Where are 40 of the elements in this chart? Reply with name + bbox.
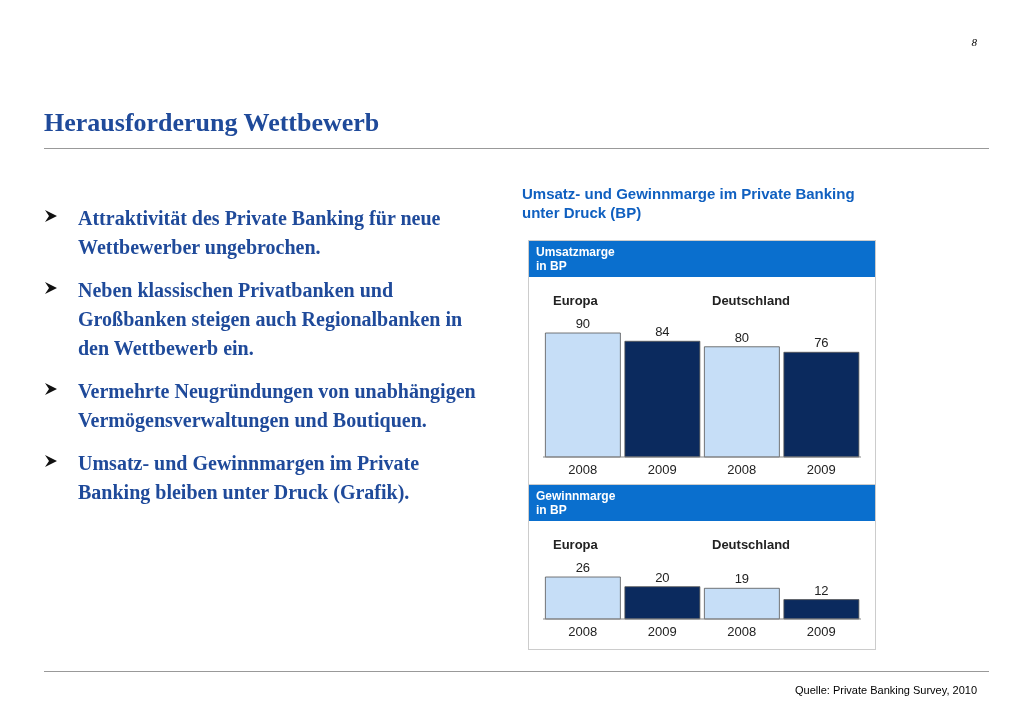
- bar: [624, 340, 701, 458]
- bar: [624, 586, 701, 620]
- bar: [703, 346, 780, 458]
- data-label: 80: [734, 329, 750, 345]
- text: Umsatz- und Gewinnmarge im Private Banking unter Druck (BP): [522, 184, 856, 222]
- x-tick-label: 2009: [806, 462, 836, 478]
- data-label: 84: [655, 324, 670, 340]
- x-tick-label: 2008: [727, 462, 757, 478]
- text: Attraktivität des Private Banking für neue Wettbewerber ungebrochen.: [77, 206, 442, 261]
- data-label: 12: [814, 582, 829, 598]
- bar: [783, 351, 860, 458]
- chart-subtitle: in BP: [536, 503, 568, 517]
- chart-title: Gewinnmarge: [536, 489, 617, 503]
- data-label: 76: [814, 335, 829, 351]
- text: Deutschland: [712, 293, 791, 308]
- text: Umsatz- und Gewinnmargen im Private Banking bleiben unter Druck (Grafik).: [77, 451, 421, 506]
- bar: [544, 576, 621, 620]
- text: Neben klassischen Privatbanken und Großbanken steigen auch Regionalbanken in den Wettbewerb ein.: [77, 278, 464, 361]
- x-tick-label: 2009: [806, 624, 836, 640]
- bar: [703, 587, 780, 620]
- data-label: 19: [734, 571, 750, 587]
- text: 8: [971, 36, 977, 48]
- x-tick-label: 2008: [568, 624, 598, 640]
- x-tick-label: 2008: [727, 624, 757, 640]
- text: Europa: [553, 293, 598, 308]
- x-tick-label: 2009: [647, 462, 677, 478]
- text: Deutschland: [712, 537, 791, 552]
- text: Vermehrte Neugründungen von unabhängigen Vermögensverwaltungen und Boutiquen.: [77, 379, 477, 434]
- source-note: Quelle: Private Banking Survey, 2010: [794, 684, 977, 696]
- data-label: 20: [655, 569, 670, 585]
- chart-subtitle: in BP: [536, 259, 568, 273]
- text: Herausforderung Wettbewerb: [44, 108, 380, 138]
- x-tick-label: 2009: [647, 624, 677, 640]
- data-label: 90: [575, 316, 591, 331]
- bar: [783, 599, 860, 620]
- bar: [544, 332, 621, 458]
- x-tick-label: 2008: [568, 462, 598, 478]
- chart-title: Umsatzmarge: [536, 245, 616, 259]
- text: Europa: [553, 537, 598, 552]
- data-label: 26: [575, 560, 591, 575]
